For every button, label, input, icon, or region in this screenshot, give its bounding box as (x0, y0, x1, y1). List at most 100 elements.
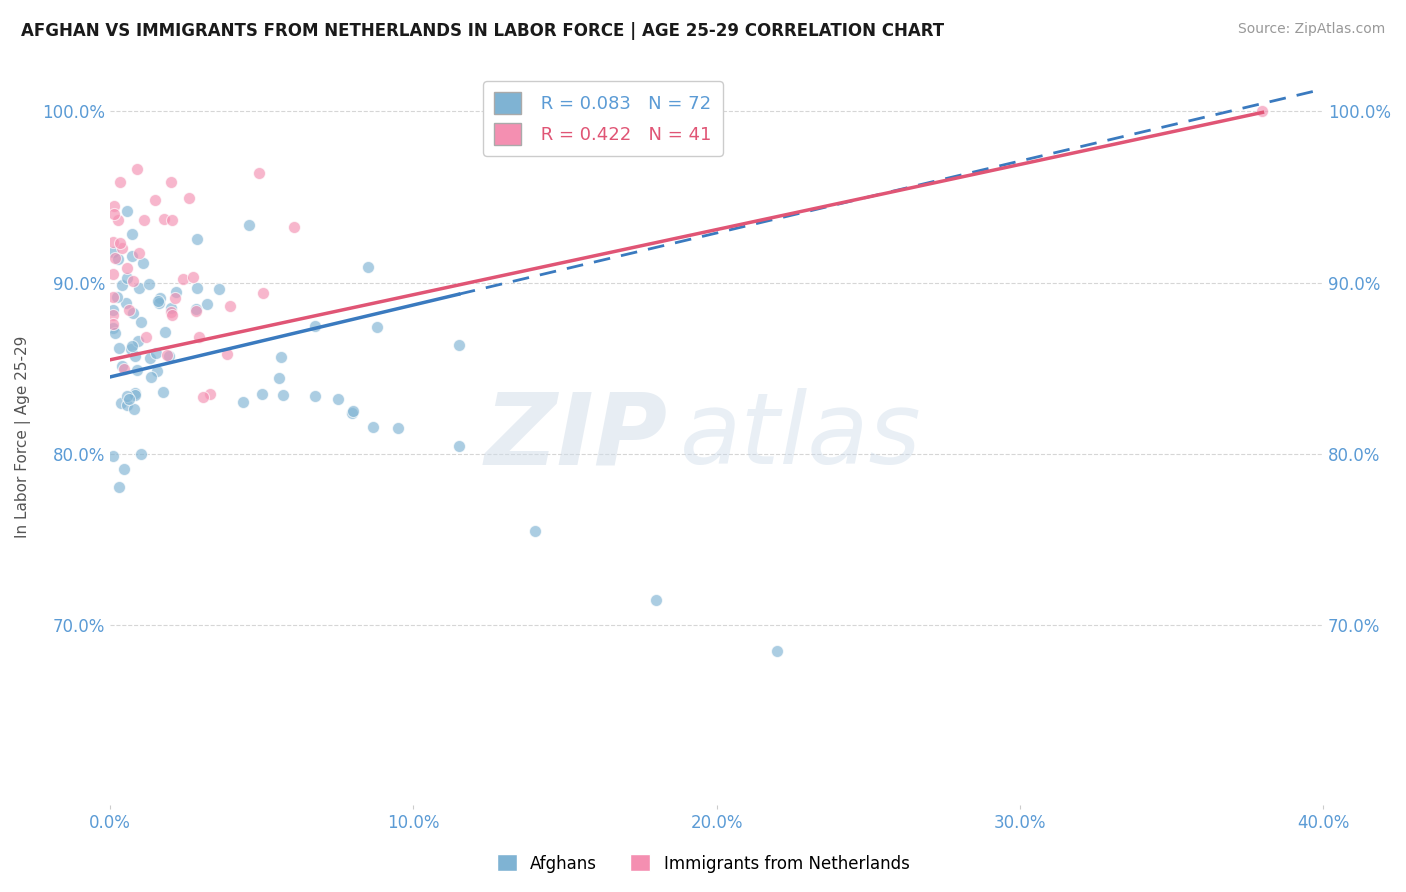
Y-axis label: In Labor Force | Age 25-29: In Labor Force | Age 25-29 (15, 335, 31, 538)
Point (112, 362, 135, 376)
Point (124, 386, 146, 401)
Point (117, 398, 139, 412)
Point (107, 480, 129, 494)
Legend: Afghans, Immigrants from Netherlands: Afghans, Immigrants from Netherlands (489, 847, 917, 880)
Point (104, 251, 127, 265)
Point (132, 256, 155, 270)
Legend:  R = 0.083   N = 72,  R = 0.422   N = 41: R = 0.083 N = 72, R = 0.422 N = 41 (482, 81, 723, 156)
Point (129, 315, 152, 329)
Point (101, 308, 124, 322)
Point (267, 371, 290, 385)
Point (107, 252, 129, 266)
Point (108, 341, 131, 355)
Point (165, 285, 187, 299)
Point (124, 388, 146, 402)
Point (108, 236, 131, 251)
Point (162, 212, 184, 227)
Point (366, 319, 388, 334)
Point (181, 269, 204, 284)
Point (122, 306, 145, 320)
Point (218, 299, 240, 313)
Point (105, 290, 128, 304)
Point (124, 349, 146, 363)
Point (247, 166, 270, 180)
Point (141, 370, 163, 384)
Point (152, 384, 174, 399)
Point (143, 193, 166, 207)
Point (125, 161, 148, 176)
Text: atlas: atlas (681, 388, 922, 485)
Point (127, 334, 149, 348)
Point (156, 348, 179, 362)
Point (101, 245, 124, 260)
Point (160, 301, 183, 315)
Point (188, 330, 211, 344)
Point (160, 175, 183, 189)
Point (357, 260, 380, 274)
Text: Source: ZipAtlas.com: Source: ZipAtlas.com (1237, 22, 1385, 37)
Point (112, 462, 135, 476)
Point (172, 271, 194, 285)
Point (101, 449, 124, 463)
Point (197, 297, 219, 311)
Point (361, 420, 384, 434)
Point (217, 347, 239, 361)
Point (186, 232, 208, 246)
Point (111, 241, 134, 255)
Point (114, 296, 136, 310)
Text: ZIP: ZIP (485, 388, 668, 485)
Point (125, 363, 148, 377)
Point (340, 406, 363, 420)
Point (115, 270, 138, 285)
Point (107, 212, 129, 227)
Point (111, 359, 134, 373)
Point (128, 281, 150, 295)
Point (449, 338, 471, 352)
Point (146, 293, 169, 308)
Point (186, 281, 208, 295)
Point (138, 277, 160, 291)
Point (111, 278, 134, 293)
Point (162, 308, 184, 322)
Point (135, 330, 157, 344)
Point (121, 227, 143, 241)
Point (184, 303, 207, 318)
Point (153, 211, 176, 226)
Point (283, 219, 305, 234)
Point (447, 438, 470, 452)
Point (208, 282, 231, 296)
Point (186, 301, 208, 316)
Point (304, 389, 326, 403)
Point (110, 396, 132, 410)
Point (120, 343, 142, 357)
Text: AFGHAN VS IMMIGRANTS FROM NETHERLANDS IN LABOR FORCE | AGE 25-29 CORRELATION CHA: AFGHAN VS IMMIGRANTS FROM NETHERLANDS IN… (21, 22, 945, 40)
Point (157, 349, 180, 363)
Point (304, 319, 326, 334)
Point (149, 291, 172, 305)
Point (342, 404, 364, 418)
Point (128, 246, 150, 260)
Point (153, 325, 176, 339)
Point (252, 285, 274, 300)
Point (238, 219, 260, 233)
Point (117, 303, 139, 318)
Point (179, 191, 201, 205)
Point (326, 392, 349, 406)
Point (766, 644, 789, 658)
Point (1251, 104, 1274, 119)
Point (122, 401, 145, 416)
Point (108, 175, 131, 189)
Point (101, 303, 124, 318)
Point (163, 291, 186, 305)
Point (523, 524, 546, 539)
Point (145, 346, 167, 360)
Point (121, 274, 143, 288)
Point (387, 421, 409, 435)
Point (250, 387, 273, 401)
Point (644, 592, 666, 607)
Point (129, 446, 152, 460)
Point (101, 290, 124, 304)
Point (198, 387, 221, 401)
Point (271, 388, 294, 402)
Point (193, 390, 215, 404)
